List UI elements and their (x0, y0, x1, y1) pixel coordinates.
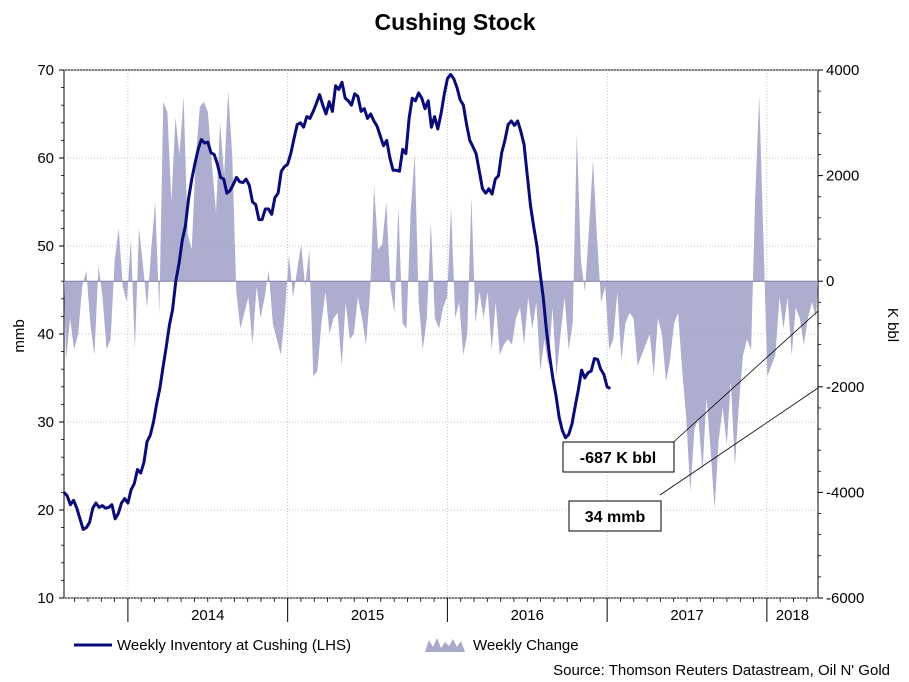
left-tick-label: 30 (37, 414, 54, 431)
inventory-series-line (62, 72, 612, 531)
left-tick-label: 10 (37, 590, 54, 607)
right-tick-label: 0 (826, 273, 834, 290)
right-axis-label: K bbl (884, 308, 901, 342)
legend: Weekly Inventory at Cushing (LHS) Weekly… (74, 637, 579, 654)
callout-label-2: 34 mmb (585, 509, 646, 526)
gridlines (64, 69, 818, 599)
left-axis-ticks: 10 20 30 40 50 60 70 (37, 62, 64, 607)
callout-leader-2 (659, 387, 819, 496)
left-axis-label: mmb (11, 319, 28, 352)
callout-box-2 (568, 500, 662, 532)
left-tick-label: 50 (37, 238, 54, 255)
left-tick-label: 40 (37, 326, 54, 343)
x-tick-label: 2014 (191, 607, 224, 624)
weekly-change-fill (64, 91, 818, 509)
x-axis-ticks: 2014 2015 2016 2017 2018 (74, 598, 809, 624)
x-tick-label: 2016 (511, 607, 544, 624)
right-tick-label: 2000 (826, 168, 859, 185)
legend-label-inventory: Weekly Inventory at Cushing (LHS) (117, 637, 351, 654)
left-tick-label: 20 (37, 502, 54, 519)
source-note: Source: Thomson Reuters Datastream, Oil … (553, 662, 890, 679)
left-tick-label: 60 (37, 150, 54, 167)
weekly-change-area (64, 91, 818, 509)
callout-label-1: -687 K bbl (580, 450, 656, 467)
right-tick-label: -4000 (826, 484, 864, 501)
callout-box-1 (562, 441, 675, 473)
right-tick-label: -6000 (826, 590, 864, 607)
right-tick-label: 4000 (826, 62, 859, 79)
x-tick-label: 2018 (776, 607, 809, 624)
x-tick-label: 2017 (670, 607, 703, 624)
x-tick-label: 2015 (351, 607, 384, 624)
inventory-line (62, 72, 612, 531)
legend-label-change: Weekly Change (473, 637, 579, 654)
right-axis-ticks: -6000 -4000 -2000 0 2000 4000 (818, 62, 864, 607)
callout-leader-1 (667, 310, 819, 448)
chart-title: Cushing Stock (374, 9, 535, 35)
left-tick-label: 70 (37, 62, 54, 79)
legend-area-swatch (425, 638, 465, 652)
right-tick-label: -2000 (826, 379, 864, 396)
